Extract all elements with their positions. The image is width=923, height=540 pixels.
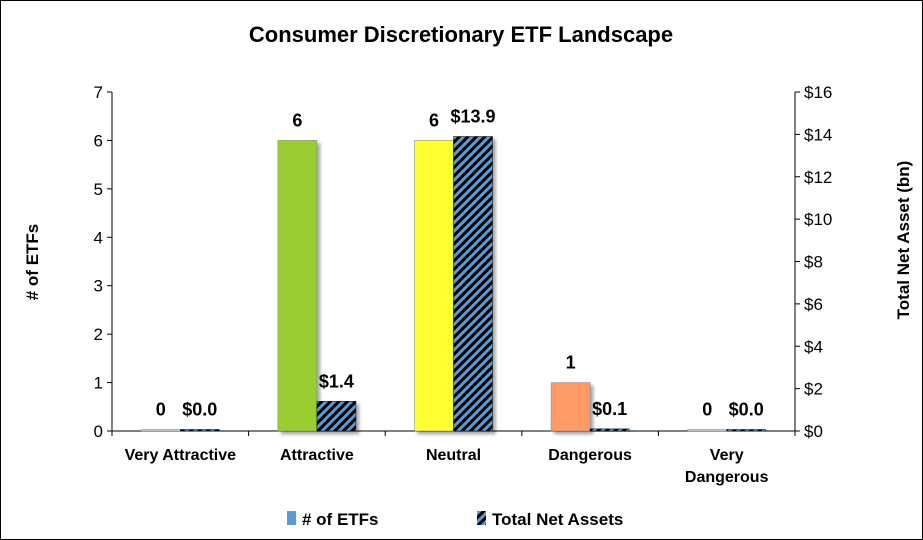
x-tick-label: Very Attractive: [125, 447, 237, 464]
data-label-etf-count: 6: [292, 110, 302, 130]
y-tick-label: 1: [94, 374, 103, 393]
bar-net-assets: [453, 136, 493, 432]
y-tick-label: 2: [94, 325, 103, 344]
y-axis-title: # of ETFs: [23, 224, 42, 301]
y2-tick-label: $12: [804, 168, 832, 187]
y2-axis-title: Total Net Asset (bn): [894, 161, 913, 320]
y2-tick-label: $10: [804, 210, 832, 229]
bar-net-assets: [726, 429, 766, 432]
y-tick-label: 6: [94, 131, 103, 150]
data-label-net-assets: $0.0: [729, 400, 764, 420]
x-tick-label: Attractive: [280, 447, 354, 464]
legend-swatch-net-assets: [477, 511, 486, 525]
x-tick-label: Dangerous: [685, 469, 769, 486]
legend-label-net-assets: Total Net Assets: [492, 510, 623, 529]
chart-title: Consumer Discretionary ETF Landscape: [249, 22, 673, 47]
bar-etf-count: [687, 429, 727, 432]
legend-label-etf-count: # of ETFs: [302, 510, 379, 529]
y2-tick-label: $4: [804, 337, 823, 356]
data-label-net-assets: $13.9: [450, 106, 495, 126]
data-label-net-assets: $1.4: [319, 371, 354, 391]
bar-etf-count: [277, 140, 318, 432]
data-label-net-assets: $0.1: [592, 399, 627, 419]
data-label-etf-count: 6: [429, 110, 439, 130]
legend: # of ETFs Total Net Assets: [287, 510, 623, 529]
y-tick-label: 0: [94, 422, 103, 441]
y-tick-label: 4: [94, 228, 103, 247]
bar-net-assets: [316, 401, 357, 432]
bar-etf-count: [141, 429, 181, 432]
bar-net-assets: [180, 429, 220, 432]
y-tick-label: 3: [94, 277, 103, 296]
x-tick-label: Dangerous: [548, 447, 632, 464]
x-tick-label: Very: [710, 447, 744, 464]
data-label-etf-count: 1: [566, 353, 576, 373]
data-label-etf-count: 0: [702, 400, 712, 420]
x-tick-label: Neutral: [426, 447, 481, 464]
y2-tick-label: $2: [804, 380, 823, 399]
y2-tick-label: $0: [804, 422, 823, 441]
y2-tick-label: $14: [804, 125, 832, 144]
y2-tick-label: $8: [804, 253, 823, 272]
y2-tick-label: $6: [804, 295, 823, 314]
bar-etf-count: [550, 382, 591, 432]
data-label-net-assets: $0.0: [182, 400, 217, 420]
y-tick-label: 7: [94, 83, 103, 102]
y-tick-label: 5: [94, 180, 103, 199]
data-label-etf-count: 0: [156, 400, 166, 420]
y2-tick-label: $16: [804, 83, 832, 102]
bar-etf-count: [414, 140, 454, 432]
legend-swatch-etf-count: [287, 511, 296, 525]
bar-net-assets: [589, 428, 630, 432]
